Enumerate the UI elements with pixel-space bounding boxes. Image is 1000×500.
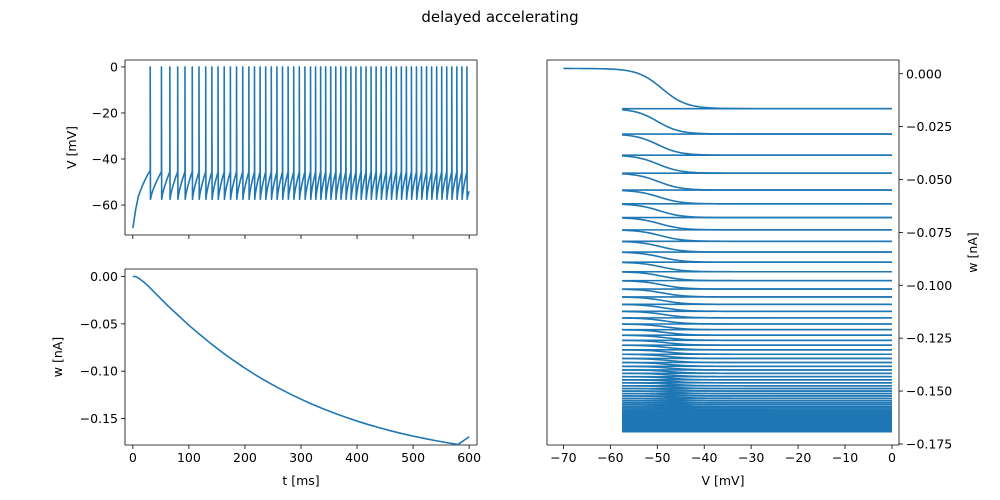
phase-trajectory bbox=[622, 288, 892, 298]
y-tick-label: −20 bbox=[92, 105, 118, 120]
x-tick-label: −30 bbox=[738, 450, 764, 465]
voltage-panel: 0 −20 −40 −60 V [mV] bbox=[64, 59, 478, 239]
y-tick-label: −0.050 bbox=[906, 172, 952, 187]
adaptation-trace bbox=[132, 275, 470, 446]
y-tick-label: 0.000 bbox=[906, 66, 942, 81]
y-tick-label: −0.175 bbox=[906, 436, 952, 451]
phase-trajectory bbox=[622, 134, 892, 156]
phase-trajectory bbox=[622, 108, 892, 135]
phase-trajectory bbox=[622, 271, 892, 282]
x-tick-label: −60 bbox=[597, 450, 623, 465]
x-tick-label: −10 bbox=[832, 450, 858, 465]
phase-trajectory bbox=[622, 310, 892, 319]
y-tick-label: −0.10 bbox=[80, 364, 118, 379]
phase-trajectory bbox=[563, 67, 892, 110]
y-axis-label: V [mV] bbox=[64, 126, 79, 169]
phase-trajectory bbox=[622, 240, 892, 253]
x-tick-label: 0 bbox=[129, 450, 137, 465]
phase-plane-panel: −70 −60 −50 −40 −30 −20 −10 0 0.000 −0.025 −0.050 −… bbox=[546, 59, 980, 488]
y-tick-label: −0.15 bbox=[80, 411, 118, 426]
phase-trajectory bbox=[622, 173, 892, 191]
y-tick-label: −0.025 bbox=[906, 119, 952, 134]
phase-trajectory bbox=[622, 323, 892, 331]
y-axis-label: w [nA] bbox=[50, 337, 65, 377]
phase-trajectory bbox=[622, 296, 892, 306]
phase-trajectory bbox=[622, 155, 892, 174]
x-tick-label: 400 bbox=[345, 450, 369, 465]
x-tick-label: 0 bbox=[888, 450, 896, 465]
phase-trajectory bbox=[622, 251, 892, 264]
voltage-trace bbox=[132, 66, 470, 229]
phase-trajectory bbox=[622, 280, 892, 290]
y-tick-label: −0.100 bbox=[906, 278, 952, 293]
y-tick-label: −0.125 bbox=[906, 331, 952, 346]
x-axis-label: V [mV] bbox=[701, 473, 744, 488]
y-axis-label: w [nA] bbox=[965, 232, 980, 272]
y-tick-label: −0.075 bbox=[906, 225, 952, 240]
y-tick-label: −40 bbox=[92, 152, 118, 167]
y-tick-label: −0.150 bbox=[906, 384, 952, 399]
y-tick-label: 0.00 bbox=[90, 269, 118, 284]
figure-title: delayed accelerating bbox=[421, 8, 578, 26]
x-tick-label: 300 bbox=[289, 450, 313, 465]
y-tick-label: −60 bbox=[92, 198, 118, 213]
phase-trajectory bbox=[622, 317, 892, 325]
phase-trajectory bbox=[622, 217, 892, 231]
x-tick-label: −40 bbox=[691, 450, 717, 465]
x-tick-label: 600 bbox=[457, 450, 481, 465]
x-axis-label: t [ms] bbox=[282, 473, 319, 488]
x-tick-label: −70 bbox=[550, 450, 576, 465]
adaptation-panel: 0 100 200 300 400 500 600 0.00 −0.05 −0.10 −0.15 t … bbox=[50, 268, 481, 488]
x-tick-label: −50 bbox=[644, 450, 670, 465]
y-tick-label: −0.05 bbox=[80, 316, 118, 331]
phase-trajectory bbox=[622, 261, 892, 273]
x-tick-label: 200 bbox=[233, 450, 257, 465]
phase-trajectory bbox=[622, 229, 892, 243]
y-tick-label: 0 bbox=[110, 59, 118, 74]
x-tick-label: 500 bbox=[401, 450, 425, 465]
x-tick-label: −20 bbox=[785, 450, 811, 465]
phase-trajectory bbox=[622, 303, 892, 313]
phase-trajectory bbox=[622, 203, 892, 219]
x-tick-label: 100 bbox=[177, 450, 201, 465]
phase-trajectory bbox=[622, 189, 892, 205]
phase-trajectory bbox=[622, 329, 892, 337]
